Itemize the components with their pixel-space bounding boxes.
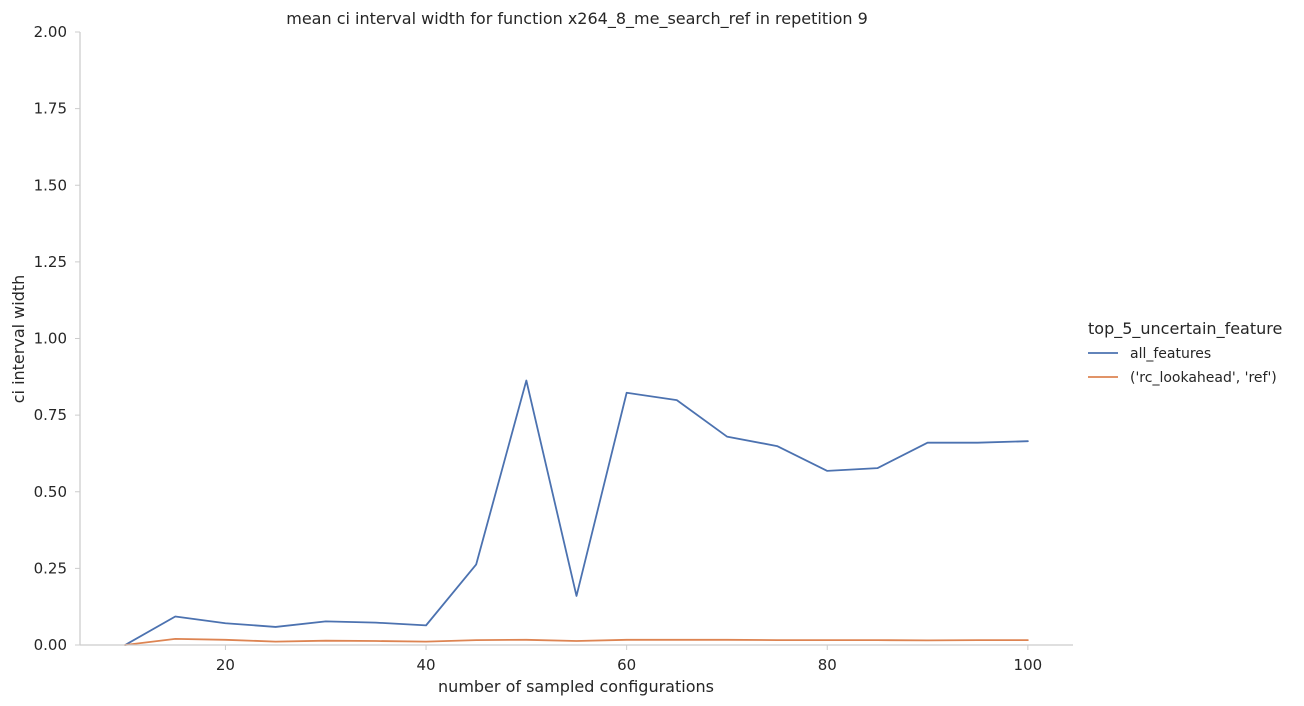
y-tick-label: 0.00 — [34, 636, 67, 654]
y-tick-label: 2.00 — [34, 23, 67, 41]
y-tick-label: 1.00 — [34, 330, 67, 348]
x-tick-label: 80 — [818, 656, 837, 674]
y-tick-label: 0.75 — [34, 406, 67, 424]
y-tick-label: 0.25 — [34, 559, 67, 577]
legend: top_5_uncertain_feature all_features ('rc… — [1088, 319, 1282, 386]
legend-title: top_5_uncertain_feature — [1088, 319, 1282, 339]
y-tick-label: 1.75 — [34, 100, 67, 118]
x-tick-label: 20 — [216, 656, 235, 674]
y-axis-label: ci interval width — [9, 275, 28, 404]
y-ticks: 0.00 0.25 0.50 0.75 1.00 1.25 1.50 1.75 2.00 — [34, 23, 80, 654]
chart-title: mean ci interval width for function x264… — [286, 9, 868, 29]
y-tick-label: 1.25 — [34, 253, 67, 271]
x-axis-label: number of sampled configurations — [438, 677, 714, 696]
series-line-0 — [124, 379, 1029, 646]
plot-area — [124, 379, 1029, 646]
y-tick-label: 0.50 — [34, 483, 67, 501]
y-tick-label: 1.50 — [34, 176, 67, 194]
x-tick-label: 60 — [617, 656, 636, 674]
series-line-1 — [124, 637, 1029, 646]
x-tick-label: 100 — [1014, 656, 1043, 674]
x-ticks: 20 40 60 80 100 — [216, 645, 1042, 674]
legend-label: all_features — [1130, 346, 1211, 362]
x-tick-label: 40 — [416, 656, 435, 674]
legend-label: ('rc_lookahead', 'ref') — [1130, 370, 1277, 386]
